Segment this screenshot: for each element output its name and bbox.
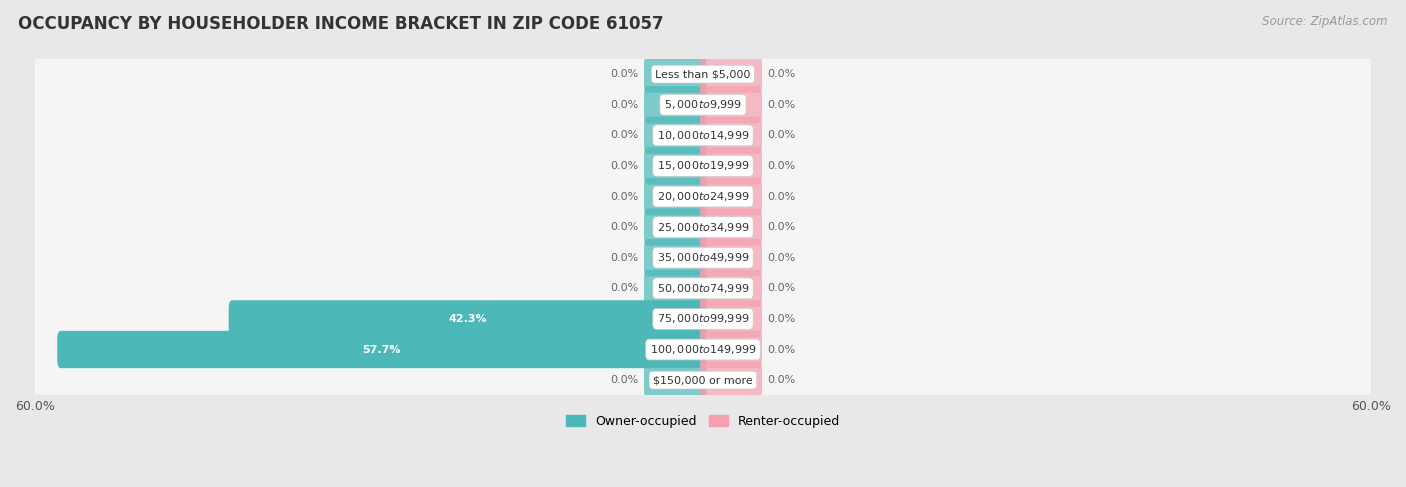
FancyBboxPatch shape	[32, 355, 1374, 406]
Text: 0.0%: 0.0%	[768, 161, 796, 171]
FancyBboxPatch shape	[32, 171, 1374, 222]
FancyBboxPatch shape	[32, 110, 1374, 162]
FancyBboxPatch shape	[644, 208, 706, 246]
Text: 60.0%: 60.0%	[1351, 400, 1391, 413]
Text: 0.0%: 0.0%	[610, 191, 638, 202]
FancyBboxPatch shape	[700, 178, 762, 215]
FancyBboxPatch shape	[32, 263, 1374, 314]
Text: 0.0%: 0.0%	[768, 131, 796, 140]
FancyBboxPatch shape	[32, 202, 1374, 254]
FancyBboxPatch shape	[32, 49, 1374, 101]
Text: 0.0%: 0.0%	[768, 222, 796, 232]
FancyBboxPatch shape	[32, 140, 1374, 191]
Text: 0.0%: 0.0%	[610, 222, 638, 232]
FancyBboxPatch shape	[644, 178, 706, 215]
Text: 60.0%: 60.0%	[15, 400, 55, 413]
FancyBboxPatch shape	[644, 86, 706, 123]
FancyBboxPatch shape	[700, 117, 762, 154]
Text: 0.0%: 0.0%	[610, 283, 638, 293]
Text: 0.0%: 0.0%	[610, 100, 638, 110]
Text: 0.0%: 0.0%	[768, 283, 796, 293]
Text: 0.0%: 0.0%	[768, 344, 796, 355]
FancyBboxPatch shape	[644, 270, 706, 307]
FancyBboxPatch shape	[58, 331, 706, 368]
Text: 0.0%: 0.0%	[610, 161, 638, 171]
FancyBboxPatch shape	[700, 331, 762, 368]
Text: $35,000 to $49,999: $35,000 to $49,999	[657, 251, 749, 264]
FancyBboxPatch shape	[700, 300, 762, 337]
FancyBboxPatch shape	[700, 86, 762, 123]
FancyBboxPatch shape	[32, 324, 1374, 376]
Text: 0.0%: 0.0%	[768, 253, 796, 262]
FancyBboxPatch shape	[644, 239, 706, 277]
FancyBboxPatch shape	[700, 208, 762, 246]
FancyBboxPatch shape	[700, 239, 762, 277]
Text: 0.0%: 0.0%	[768, 191, 796, 202]
FancyBboxPatch shape	[32, 79, 1374, 131]
FancyBboxPatch shape	[32, 232, 1374, 283]
FancyBboxPatch shape	[644, 117, 706, 154]
Text: $10,000 to $14,999: $10,000 to $14,999	[657, 129, 749, 142]
FancyBboxPatch shape	[32, 293, 1374, 344]
Text: $15,000 to $19,999: $15,000 to $19,999	[657, 159, 749, 172]
Legend: Owner-occupied, Renter-occupied: Owner-occupied, Renter-occupied	[561, 410, 845, 433]
FancyBboxPatch shape	[32, 49, 1374, 100]
FancyBboxPatch shape	[229, 300, 706, 337]
Text: 0.0%: 0.0%	[610, 131, 638, 140]
Text: 0.0%: 0.0%	[768, 314, 796, 324]
FancyBboxPatch shape	[32, 355, 1374, 407]
Text: 42.3%: 42.3%	[449, 314, 486, 324]
FancyBboxPatch shape	[644, 147, 706, 185]
FancyBboxPatch shape	[32, 140, 1374, 193]
FancyBboxPatch shape	[32, 202, 1374, 253]
FancyBboxPatch shape	[32, 263, 1374, 315]
FancyBboxPatch shape	[32, 110, 1374, 161]
Text: $100,000 to $149,999: $100,000 to $149,999	[650, 343, 756, 356]
Text: $25,000 to $34,999: $25,000 to $34,999	[657, 221, 749, 234]
Text: 0.0%: 0.0%	[610, 375, 638, 385]
FancyBboxPatch shape	[700, 270, 762, 307]
Text: 0.0%: 0.0%	[768, 100, 796, 110]
Text: $50,000 to $74,999: $50,000 to $74,999	[657, 282, 749, 295]
FancyBboxPatch shape	[32, 324, 1374, 375]
Text: Source: ZipAtlas.com: Source: ZipAtlas.com	[1263, 15, 1388, 28]
Text: 0.0%: 0.0%	[768, 375, 796, 385]
FancyBboxPatch shape	[32, 79, 1374, 131]
FancyBboxPatch shape	[700, 361, 762, 399]
Text: OCCUPANCY BY HOUSEHOLDER INCOME BRACKET IN ZIP CODE 61057: OCCUPANCY BY HOUSEHOLDER INCOME BRACKET …	[18, 15, 664, 33]
FancyBboxPatch shape	[644, 361, 706, 399]
Text: $150,000 or more: $150,000 or more	[654, 375, 752, 385]
Text: $75,000 to $99,999: $75,000 to $99,999	[657, 313, 749, 325]
FancyBboxPatch shape	[32, 293, 1374, 346]
Text: 0.0%: 0.0%	[768, 69, 796, 79]
Text: 57.7%: 57.7%	[363, 344, 401, 355]
Text: $20,000 to $24,999: $20,000 to $24,999	[657, 190, 749, 203]
FancyBboxPatch shape	[644, 56, 706, 93]
Text: $5,000 to $9,999: $5,000 to $9,999	[664, 98, 742, 111]
FancyBboxPatch shape	[700, 56, 762, 93]
Text: 0.0%: 0.0%	[610, 69, 638, 79]
Text: Less than $5,000: Less than $5,000	[655, 69, 751, 79]
FancyBboxPatch shape	[32, 171, 1374, 224]
FancyBboxPatch shape	[700, 147, 762, 185]
Text: 0.0%: 0.0%	[610, 253, 638, 262]
FancyBboxPatch shape	[32, 232, 1374, 284]
